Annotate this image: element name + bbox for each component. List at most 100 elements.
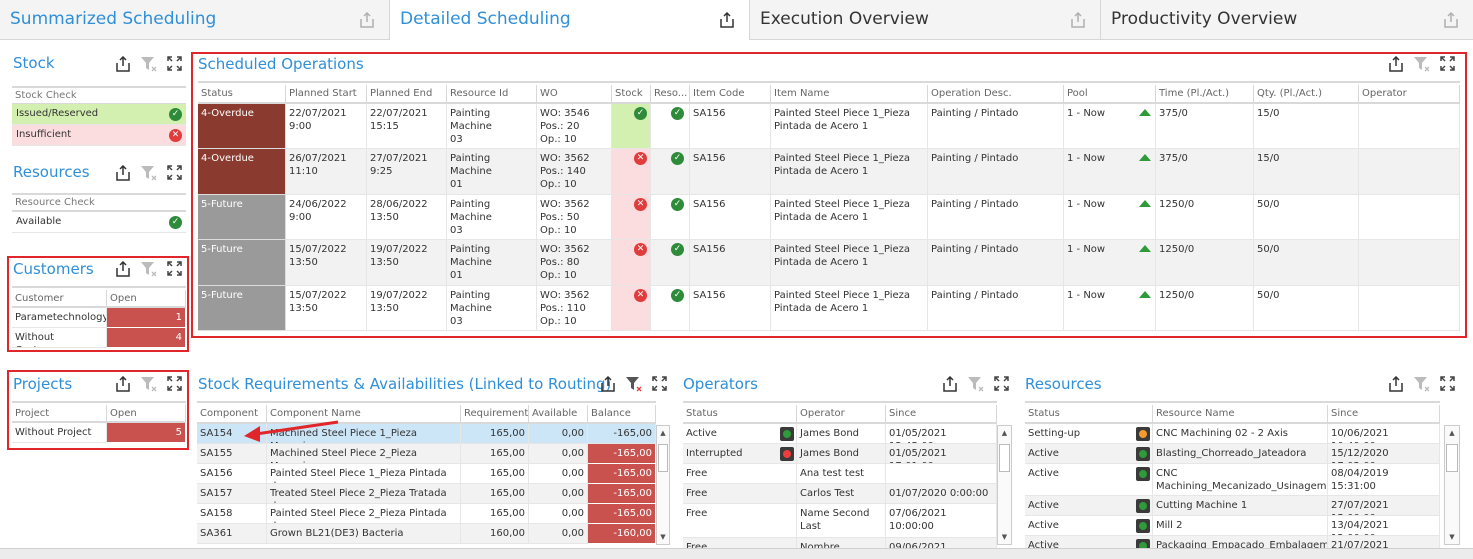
column-header[interactable]: Qty. (Pl./Act.): [1254, 85, 1359, 102]
maximize-icon[interactable]: [167, 165, 182, 181]
maximize-icon[interactable]: [167, 56, 182, 72]
column-header[interactable]: Balance: [588, 405, 656, 422]
column-header[interactable]: Stock: [612, 85, 651, 102]
vertical-scrollbar[interactable]: ▲ ▼: [656, 425, 670, 545]
export-icon[interactable]: [359, 11, 375, 33]
export-icon[interactable]: [719, 11, 735, 33]
check-row[interactable]: Insufficient ✕: [12, 125, 186, 146]
maximize-icon[interactable]: [167, 261, 182, 277]
vertical-scrollbar[interactable]: ▲ ▼: [1444, 425, 1460, 545]
clear-filter-icon[interactable]: [1413, 56, 1431, 72]
column-header[interactable]: Since: [1328, 405, 1440, 422]
column-header[interactable]: Pool: [1064, 85, 1156, 102]
table-cell: 160,00: [461, 524, 529, 544]
export-icon[interactable]: [1070, 11, 1086, 33]
clear-filter-icon[interactable]: [140, 261, 158, 277]
clear-filter-icon[interactable]: [1413, 376, 1431, 392]
scrollbar-thumb[interactable]: [1446, 444, 1458, 472]
tab-summarized-scheduling[interactable]: Summarized Scheduling: [0, 0, 390, 40]
stock-panel-toolbar: [115, 56, 182, 72]
status-light-icon: [780, 427, 794, 441]
export-icon[interactable]: [1388, 56, 1404, 72]
stock-requirements-toolbar: [600, 376, 667, 392]
scroll-down-icon[interactable]: ▼: [1449, 533, 1455, 541]
check-row[interactable]: Issued/Reserved ✓: [12, 104, 186, 125]
table-cell: WO: 3562 Pos.: 80 Op.: 10: [537, 240, 612, 286]
table-cell: Setting-up: [1025, 424, 1153, 444]
table-cell: Painted Steel Piece 1_Pieza Pintada de A…: [771, 104, 928, 149]
column-header[interactable]: Requirement: [461, 405, 529, 422]
export-icon[interactable]: [1388, 376, 1404, 392]
column-header[interactable]: Since: [886, 405, 997, 422]
scrollbar-thumb[interactable]: [999, 444, 1010, 472]
maximize-icon[interactable]: [652, 376, 667, 392]
open-count: 4: [107, 328, 186, 348]
export-icon[interactable]: [600, 376, 616, 392]
column-header[interactable]: Project: [12, 405, 107, 421]
export-icon[interactable]: [115, 56, 131, 72]
column-header[interactable]: Open: [107, 405, 186, 421]
export-icon[interactable]: [115, 376, 131, 392]
column-header[interactable]: Available: [529, 405, 588, 422]
scroll-up-icon[interactable]: ▲: [1449, 429, 1455, 437]
clear-filter-icon[interactable]: [140, 165, 158, 181]
column-header[interactable]: Customer: [12, 290, 107, 306]
column-header[interactable]: Open: [107, 290, 186, 306]
export-icon[interactable]: [942, 376, 958, 392]
check-circle-icon: ✓: [671, 198, 684, 211]
export-icon[interactable]: [115, 261, 131, 277]
scroll-up-icon[interactable]: ▲: [1001, 429, 1008, 437]
table-cell: SA361: [197, 524, 267, 544]
column-header[interactable]: Status: [683, 405, 797, 422]
column-header[interactable]: Planned End: [367, 85, 447, 102]
vertical-scrollbar[interactable]: ▲ ▼: [997, 425, 1012, 545]
column-header[interactable]: Component Name: [267, 405, 461, 422]
clear-filter-icon[interactable]: [140, 376, 158, 392]
clear-filter-icon[interactable]: [140, 56, 158, 72]
priority-up-icon: [1139, 245, 1151, 252]
table-cell: WO: 3546 Pos.: 20 Op.: 10: [537, 104, 612, 149]
table-cell: Interrupted: [683, 444, 797, 464]
column-header[interactable]: Operator: [1359, 85, 1460, 102]
scrollbar-thumb[interactable]: [658, 444, 668, 472]
table-cell: Painted Steel Piece 1_Pieza Pintada de A…: [771, 286, 928, 331]
column-header[interactable]: Reso...: [651, 85, 690, 102]
table-cell: 01/07/2020 0:00:00: [886, 484, 997, 504]
maximize-icon[interactable]: [167, 376, 182, 392]
tab-detailed-scheduling[interactable]: Detailed Scheduling: [390, 0, 750, 40]
check-row[interactable]: Available ✓: [12, 212, 186, 233]
scroll-down-icon[interactable]: ▼: [660, 533, 666, 541]
column-header[interactable]: Operator: [797, 405, 886, 422]
export-icon[interactable]: [115, 165, 131, 181]
maximize-icon[interactable]: [1440, 56, 1455, 72]
table-cell: Active: [1025, 464, 1153, 496]
table-cell: Painting / Pintado: [928, 240, 1064, 286]
clear-filter-icon[interactable]: [967, 376, 985, 392]
x-circle-icon: ✕: [634, 198, 647, 211]
maximize-icon[interactable]: [1440, 376, 1455, 392]
table-cell: 01/05/2021 17:01:00: [886, 444, 997, 464]
export-icon[interactable]: [1443, 11, 1459, 33]
column-header[interactable]: WO: [537, 85, 612, 102]
maximize-icon[interactable]: [994, 376, 1009, 392]
column-header[interactable]: Planned Start: [286, 85, 367, 102]
column-header[interactable]: Component: [197, 405, 267, 422]
resources-toolbar: [1388, 376, 1455, 392]
column-header[interactable]: Status: [1025, 405, 1153, 422]
column-header[interactable]: Resource Name: [1153, 405, 1328, 422]
table-cell: Machined Steel Piece 2_Pieza Mecaniz...: [267, 444, 461, 464]
column-header[interactable]: Operation Desc.: [928, 85, 1064, 102]
column-header[interactable]: Resource Id: [447, 85, 537, 102]
column-header[interactable]: Item Code: [690, 85, 771, 102]
scroll-down-icon[interactable]: ▼: [1001, 533, 1008, 541]
clear-filter-icon[interactable]: [625, 376, 643, 392]
tab-productivity-overview[interactable]: Productivity Overview: [1101, 0, 1473, 40]
column-header[interactable]: Item Name: [771, 85, 928, 102]
column-header[interactable]: Time (Pl./Act.): [1156, 85, 1254, 102]
scroll-up-icon[interactable]: ▲: [660, 429, 666, 437]
column-header[interactable]: Status: [198, 85, 286, 102]
table-cell: SA157: [197, 484, 267, 504]
tab-execution-overview[interactable]: Execution Overview: [750, 0, 1101, 40]
resource-cell: ✓: [651, 104, 690, 149]
grid-top-divider: [12, 401, 186, 403]
